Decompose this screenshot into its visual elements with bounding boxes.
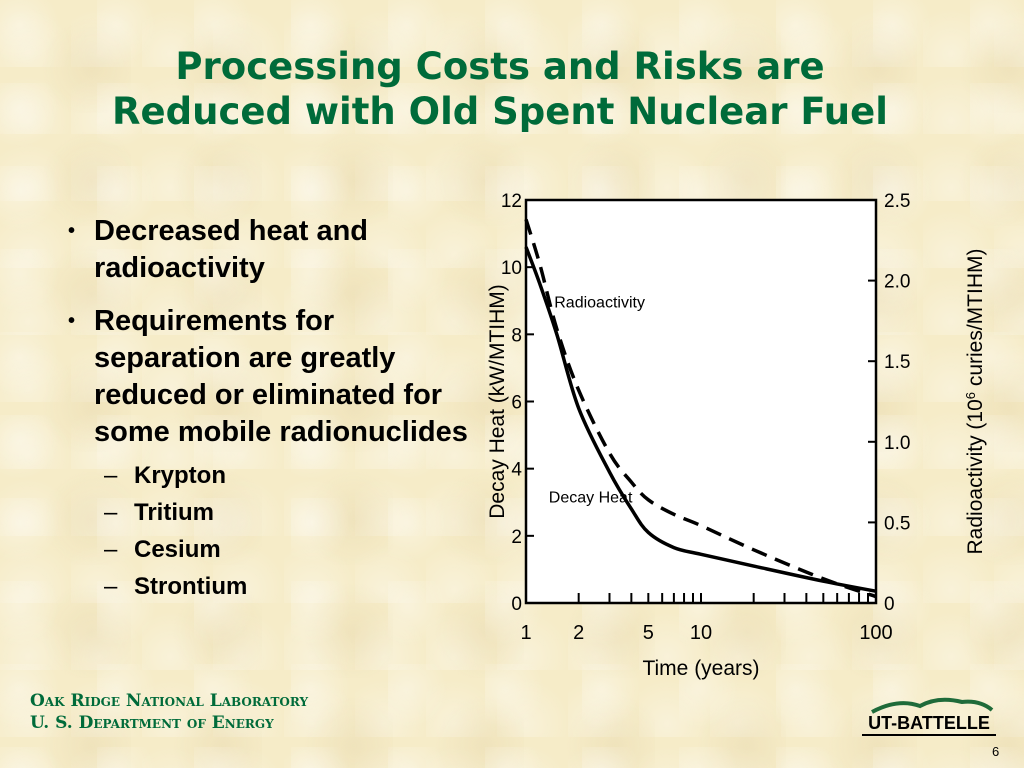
slide-title: Processing Costs and Risks are Reduced w… — [0, 44, 1000, 134]
dash-icon: – — [104, 536, 118, 563]
annotation-decay-heat: Decay Heat — [549, 489, 633, 506]
y-left-tick-label: 6 — [511, 393, 522, 414]
y-right-tick-label: 0 — [884, 594, 895, 615]
footer-org-line-2: U. S. Department of Energy — [30, 713, 274, 733]
bullet-text: Requirements for separation are greatly … — [94, 305, 468, 448]
y-left-axis-label: Decay Heat (kW/MTIHM) — [486, 284, 509, 519]
y-right-axis-label: Radioactivity (106 curies/MTIHM) — [963, 249, 988, 555]
x-tick-label: 10 — [690, 622, 712, 644]
series-line-decay-heat — [524, 246, 877, 593]
y-left-tick-label: 8 — [511, 325, 522, 346]
footer-organization: Oak Ridge National Laboratory U. S. Depa… — [30, 690, 308, 734]
bullet-item: • Decreased heat and radioactivity — [68, 213, 468, 287]
x-axis-label: Time (years) — [642, 657, 759, 680]
slide-title-line-1: Processing Costs and Risks are — [175, 45, 825, 88]
ut-battelle-logo: UT-BATTELLE — [862, 697, 996, 736]
y-right-tick-label: 2.5 — [884, 191, 910, 212]
slide-title-line-2: Reduced with Old Spent Nuclear Fuel — [112, 90, 888, 133]
sub-bullet-text: Strontium — [134, 573, 248, 600]
x-tick-label: 5 — [643, 622, 654, 644]
bullet-dot-icon: • — [68, 310, 76, 332]
y-left-tick-label: 10 — [501, 258, 522, 279]
bullet-text: Decreased heat and radioactivity — [94, 215, 369, 284]
bullet-item: • Requirements for separation are greatl… — [68, 303, 468, 605]
bullet-list: • Decreased heat and radioactivity • Req… — [68, 213, 468, 621]
sub-bullet-text: Cesium — [134, 536, 221, 563]
dash-icon: – — [104, 462, 118, 489]
dash-icon: – — [104, 573, 118, 600]
bullet-dot-icon: • — [68, 220, 76, 242]
plot-area — [524, 198, 878, 605]
sub-bullet-list: – Krypton – Tritium – Cesium – Strontium — [104, 457, 468, 605]
sub-bullet-text: Tritium — [134, 499, 215, 526]
y-right-tick-label: 0.5 — [884, 513, 910, 534]
sub-bullet-item: – Cesium — [104, 531, 468, 568]
footer-org-line-1: Oak Ridge National Laboratory — [30, 691, 309, 711]
y-right-tick-label: 1.5 — [884, 352, 910, 373]
y-left-tick-label: 2 — [511, 527, 522, 548]
logo-text: UT-BATTELLE — [868, 713, 990, 733]
logo-mountain-icon — [871, 697, 994, 714]
sub-bullet-item: – Krypton — [104, 457, 468, 494]
y-right-tick-label: 1.0 — [884, 433, 910, 454]
y-right-tick-label: 2.0 — [884, 272, 910, 293]
series-line-radioactivity — [524, 218, 877, 599]
x-tick-label: 1 — [520, 622, 531, 644]
page-number: 6 — [992, 744, 1000, 759]
sub-bullet-text: Krypton — [134, 462, 226, 489]
x-tick-label: 100 — [859, 622, 892, 644]
y-left-tick-label: 4 — [511, 460, 522, 481]
annotation-radioactivity: Radioactivity — [554, 294, 645, 311]
dash-icon: – — [104, 499, 118, 526]
x-tick-label: 2 — [573, 622, 584, 644]
y-left-tick-label: 12 — [501, 191, 522, 212]
y-left-tick-label: 0 — [511, 594, 522, 615]
sub-bullet-item: – Strontium — [104, 568, 468, 605]
sub-bullet-item: – Tritium — [104, 494, 468, 531]
